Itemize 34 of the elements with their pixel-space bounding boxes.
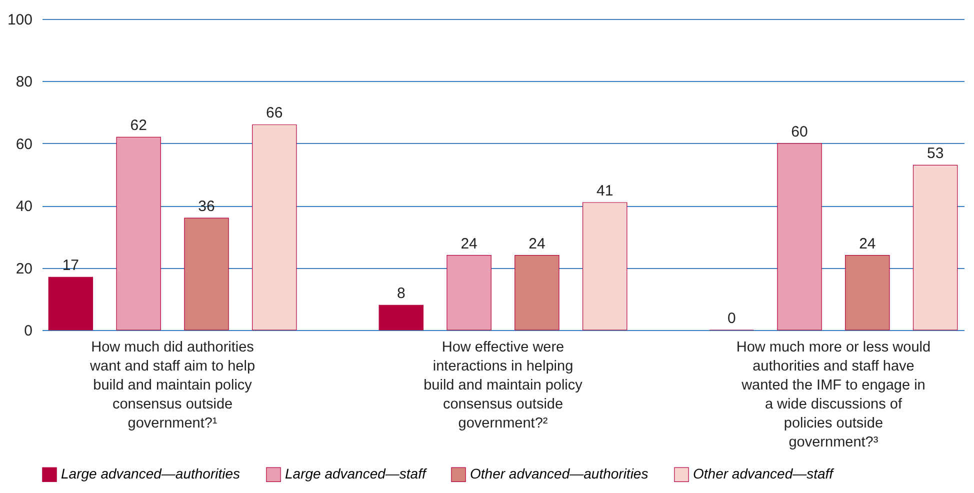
y-tick-label: 20 bbox=[16, 260, 32, 278]
bar bbox=[446, 255, 492, 330]
data-label: 24 bbox=[859, 235, 876, 252]
data-label: 8 bbox=[396, 285, 406, 302]
data-label: 60 bbox=[791, 123, 808, 140]
bar bbox=[912, 164, 958, 330]
legend-label: Other advanced—staff bbox=[693, 466, 836, 482]
data-label: 41 bbox=[596, 182, 614, 200]
x-tick-label: How much did authorities want and staff aim to help build and maintain policy consensus outside government?¹ bbox=[89, 340, 256, 432]
bar bbox=[777, 143, 822, 330]
legend-label: Other advanced—authorities bbox=[470, 466, 648, 482]
y-tick-label: 40 bbox=[16, 198, 32, 216]
bar bbox=[378, 304, 424, 330]
bar bbox=[582, 202, 628, 330]
bar bbox=[48, 276, 94, 330]
bar bbox=[845, 255, 890, 330]
data-label: 24 bbox=[528, 235, 546, 252]
legend-label: Large advanced—authorities bbox=[61, 466, 240, 482]
x-tick-label: How much more or less would authorities and staff have wanted the IMF to engage in a wide discussions of policies outside government?³ bbox=[736, 340, 931, 450]
bar bbox=[252, 124, 297, 330]
y-tick-label: 60 bbox=[16, 136, 32, 153]
data-label: 66 bbox=[266, 104, 283, 122]
bar bbox=[184, 218, 229, 330]
y-tick-label: 100 bbox=[7, 12, 32, 28]
data-label: 0 bbox=[727, 310, 736, 327]
y-tick-label: 80 bbox=[16, 74, 32, 91]
y-tick-label: 0 bbox=[24, 322, 32, 340]
data-label: 53 bbox=[926, 145, 944, 162]
bar bbox=[514, 255, 560, 330]
x-tick-label: How effective were interactions in helping build and maintain policy consensus outside government?² bbox=[424, 340, 584, 432]
legend-label: Large advanced—staff bbox=[285, 466, 428, 482]
data-label: 62 bbox=[130, 117, 147, 134]
data-label: 24 bbox=[460, 235, 478, 252]
bar bbox=[116, 136, 161, 330]
